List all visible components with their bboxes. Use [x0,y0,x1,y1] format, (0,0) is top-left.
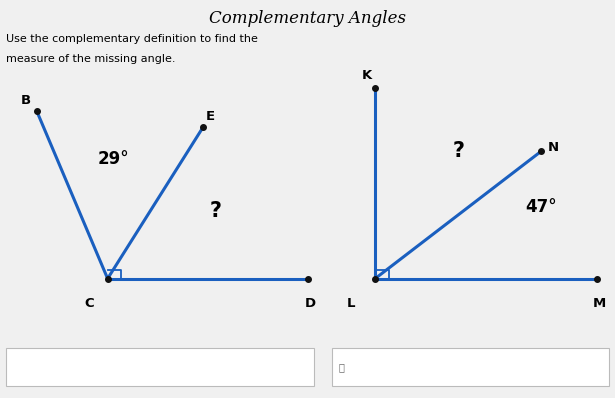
Text: K: K [362,68,372,82]
Text: measure of the missing angle.: measure of the missing angle. [6,54,176,64]
Text: C: C [84,297,94,310]
Text: N: N [547,141,558,154]
Text: ?: ? [452,141,464,161]
Text: B: B [21,94,31,107]
FancyBboxPatch shape [6,348,314,386]
Text: ⤢: ⤢ [338,362,344,373]
Text: 47°: 47° [525,198,557,216]
Text: M: M [593,297,606,310]
Text: Complementary Angles: Complementary Angles [209,10,406,27]
Text: E: E [206,110,215,123]
Text: ?: ? [209,201,221,221]
Text: L: L [346,297,355,310]
Text: Use the complementary definition to find the: Use the complementary definition to find… [6,34,258,44]
FancyBboxPatch shape [332,348,609,386]
Text: 29°: 29° [98,150,130,168]
Text: D: D [305,297,316,310]
